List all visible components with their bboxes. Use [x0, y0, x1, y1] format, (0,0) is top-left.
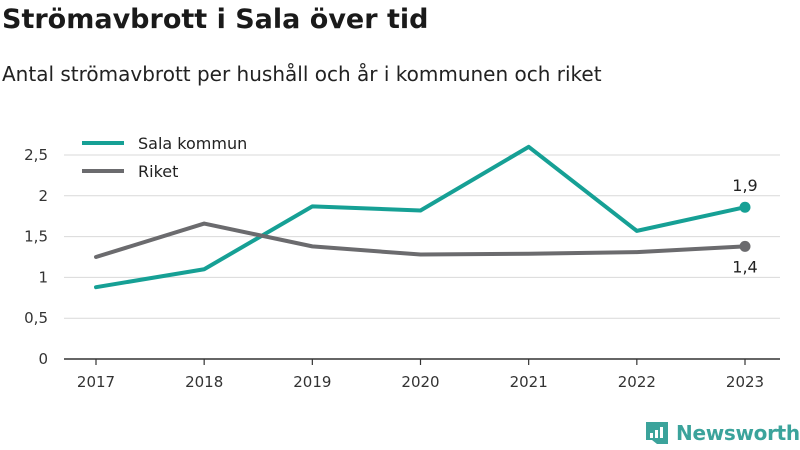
- end-point-marker: [739, 240, 751, 252]
- y-tick-label: 2: [38, 187, 48, 205]
- end-value-label: 1,9: [732, 176, 757, 195]
- legend-background: [78, 160, 268, 182]
- y-tick-label: 1,5: [24, 228, 48, 246]
- end-value-label: 1,4: [732, 257, 757, 276]
- x-tick-label: 2021: [510, 373, 548, 391]
- legend-label: Riket: [138, 162, 178, 181]
- y-tick-label: 0,5: [24, 309, 48, 327]
- x-tick-label: 2019: [293, 373, 331, 391]
- chart-title: Strömavbrott i Sala över tid: [2, 4, 429, 35]
- x-tick-label: 2018: [185, 373, 223, 391]
- x-tick-label: 2017: [77, 373, 115, 391]
- series-line-sala: [94, 144, 747, 290]
- x-tick-label: 2022: [618, 373, 656, 391]
- newsworthy-logo-icon: [646, 422, 668, 444]
- legend-background: [78, 132, 268, 154]
- chart-subtitle: Antal strömavbrott per hushåll och år i …: [2, 62, 602, 86]
- y-tick-label: 0: [38, 350, 48, 368]
- brand-name: Newsworthy: [676, 421, 800, 445]
- y-tick-label: 2,5: [24, 146, 48, 164]
- end-point-marker: [739, 201, 751, 213]
- series-line-riket: [94, 221, 747, 259]
- x-tick-label: 2020: [401, 373, 439, 391]
- brand-logo: Newsworthy: [644, 420, 800, 446]
- x-tick-label: 2023: [726, 373, 764, 391]
- y-tick-label: 1: [38, 268, 48, 286]
- legend-label: Sala kommun: [138, 134, 247, 153]
